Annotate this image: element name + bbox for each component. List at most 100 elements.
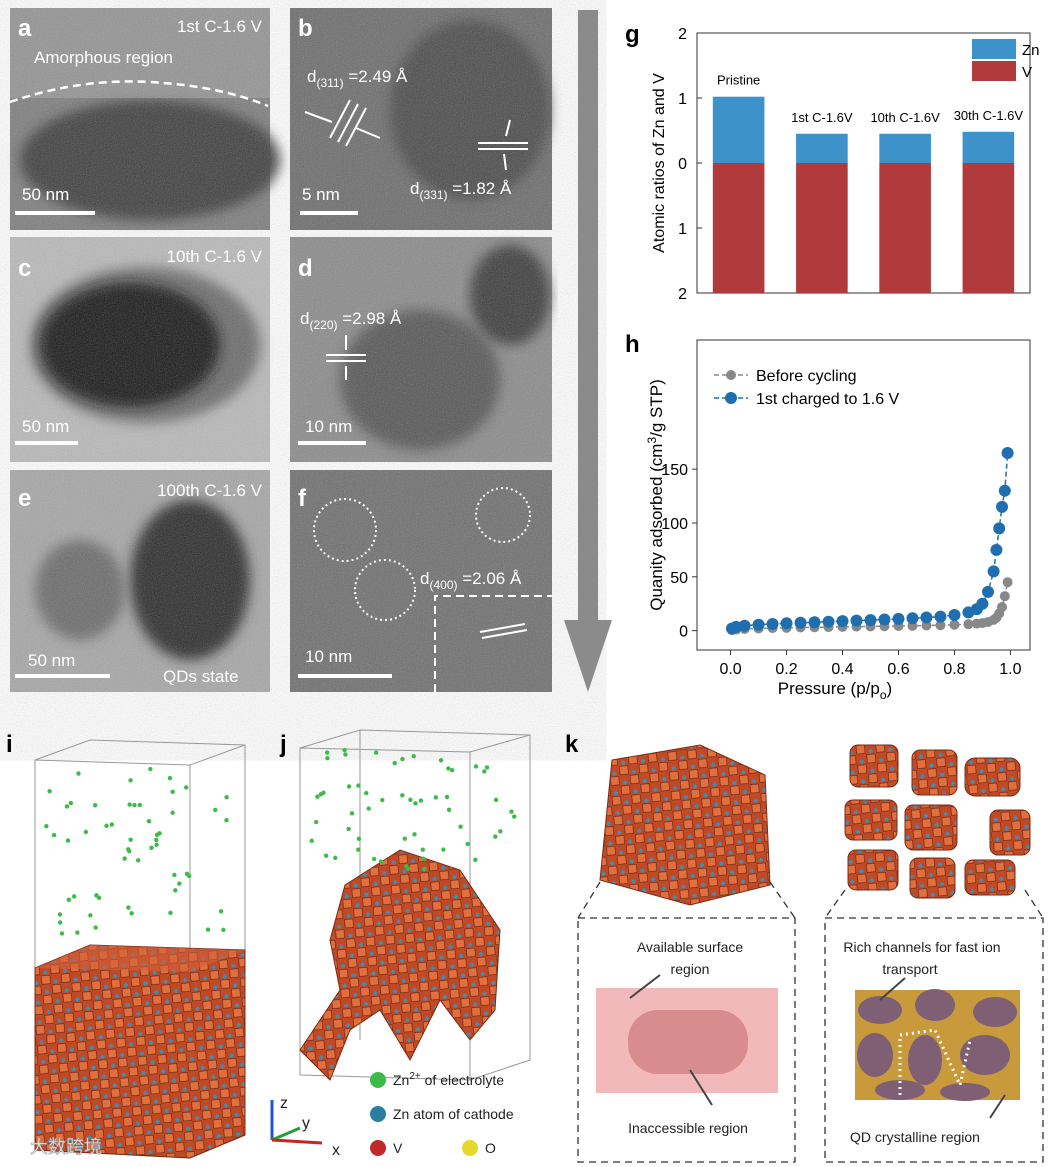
plane: (311) xyxy=(316,76,343,90)
ion xyxy=(498,829,503,834)
ion xyxy=(346,784,352,789)
point xyxy=(920,611,933,624)
ion xyxy=(420,847,425,852)
bar xyxy=(879,163,931,293)
y-tick-label: 1 xyxy=(678,221,687,238)
point xyxy=(993,522,1006,535)
spacing: =1.82 Å xyxy=(447,179,511,198)
legend-entry: Zn atom of cathode xyxy=(393,1106,514,1122)
legend-entry: O xyxy=(485,1140,496,1156)
d-spacing: d(331) =1.82 Å xyxy=(410,179,512,202)
point xyxy=(822,615,835,628)
y-tick-label: 2 xyxy=(678,26,687,43)
ion xyxy=(132,802,137,808)
y-tick-label: 1 xyxy=(678,91,687,108)
label-part: /g STP) xyxy=(647,379,666,437)
ion xyxy=(92,803,98,808)
point xyxy=(999,591,1010,602)
axis-label: Quanity adsorbed (cm3/g STP) xyxy=(645,379,666,611)
ion xyxy=(109,822,115,827)
scale-label: 10 nm xyxy=(305,647,352,666)
ion xyxy=(224,794,229,800)
ion xyxy=(465,841,470,847)
point xyxy=(808,616,821,629)
x-tick-label: 1.0 xyxy=(999,661,1021,678)
d-spacing: d(220) =2.98 Å xyxy=(300,309,402,332)
atom-legend: Zn2+ of electrolyte Zn atom of cathode V… xyxy=(270,1071,514,1159)
schematic xyxy=(596,974,1020,1119)
region-label: Amorphous region xyxy=(34,48,173,67)
point xyxy=(864,614,877,627)
ion xyxy=(458,824,463,829)
point xyxy=(752,618,765,631)
x-tick-label: 0.6 xyxy=(887,661,909,678)
schematic-labels: Available surface region Inaccessible re… xyxy=(628,939,1001,1145)
ion xyxy=(512,814,517,819)
point xyxy=(766,617,779,630)
ion xyxy=(213,807,218,813)
series-line xyxy=(731,452,1009,630)
ion xyxy=(446,766,451,771)
ion xyxy=(405,866,411,872)
label-part: ) xyxy=(887,679,893,698)
ion xyxy=(218,909,224,914)
ion xyxy=(88,913,93,918)
axis-label: Pressure (p/po) xyxy=(778,679,892,702)
point xyxy=(987,565,1000,578)
ion xyxy=(449,768,455,773)
ion xyxy=(170,789,175,795)
ion xyxy=(380,797,385,803)
point xyxy=(934,610,947,623)
scale-label: 50 nm xyxy=(22,185,69,204)
ion xyxy=(408,797,413,802)
ion xyxy=(333,855,338,861)
plane: (400) xyxy=(429,578,457,592)
condition: 10th C-1.6 V xyxy=(167,247,263,266)
panel-label: k xyxy=(565,731,579,758)
ion xyxy=(129,911,134,916)
ion xyxy=(482,769,487,774)
legend-swatch xyxy=(972,39,1016,59)
panel-label: a xyxy=(18,15,32,42)
point xyxy=(836,615,849,628)
point xyxy=(878,613,891,626)
ion xyxy=(356,783,361,788)
scale-label: 50 nm xyxy=(28,651,75,670)
annotation: Rich channels for fast ion xyxy=(843,939,1000,955)
y-tick-label: 0 xyxy=(679,624,688,641)
point xyxy=(780,617,793,630)
ion xyxy=(473,857,478,862)
ion xyxy=(205,927,211,932)
ion xyxy=(172,872,177,878)
panel-label: f xyxy=(298,485,307,512)
legend-label: Zn xyxy=(1022,42,1040,59)
ion xyxy=(221,927,226,933)
category-label: Pristine xyxy=(717,73,760,88)
ion xyxy=(68,800,74,806)
ion xyxy=(184,871,190,877)
spacing: =2.06 Å xyxy=(457,569,521,588)
d: d xyxy=(307,67,316,86)
legend-label: 1st charged to 1.6 V xyxy=(756,391,900,408)
ion xyxy=(57,912,63,917)
point xyxy=(738,619,751,632)
ion xyxy=(400,756,405,762)
legend-label: V xyxy=(1022,64,1032,81)
ion xyxy=(366,806,371,811)
ion xyxy=(400,793,405,798)
ion xyxy=(177,881,182,886)
y-tick-label: 2 xyxy=(678,286,687,303)
condition: 1st C-1.6 V xyxy=(177,17,263,36)
ion xyxy=(47,789,52,794)
ion xyxy=(83,829,89,835)
point xyxy=(996,500,1009,513)
annotation: Available surface xyxy=(637,939,744,955)
panel-label: i xyxy=(6,731,13,758)
point xyxy=(921,620,932,631)
species: Zn xyxy=(393,1072,409,1088)
point xyxy=(948,609,961,622)
ion xyxy=(446,807,452,813)
y-tick-label: 0 xyxy=(678,156,687,173)
ion xyxy=(441,847,446,852)
